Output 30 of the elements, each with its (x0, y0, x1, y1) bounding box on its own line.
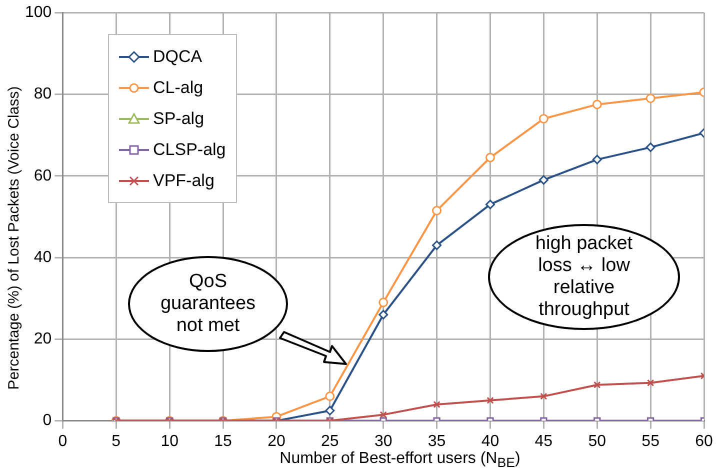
x-tick-label: 60 (695, 432, 713, 450)
legend-label: CL-alg (153, 77, 204, 99)
x-tick-label: 20 (268, 432, 286, 450)
annotation: high packet loss ↔ low relative throughput (534, 233, 634, 321)
x-tick-label: 35 (428, 432, 446, 450)
legend-label: SP-alg (153, 108, 204, 130)
y-tick-label: 0 (42, 412, 52, 430)
x-tick-label: 40 (481, 432, 500, 450)
x-tick-label: 10 (160, 432, 179, 450)
legend-label: VPF-alg (153, 170, 214, 192)
x-tick-label: 0 (58, 432, 68, 450)
x-axis-title: Number of Best-effort users (N$_{BE}$) (280, 450, 520, 470)
y-axis-title: Percentage (%) of Lost Packets (Voice Class) (6, 86, 22, 390)
legend-label: DQCA (153, 46, 202, 68)
ellipse-callout: high packet loss ↔ low relative throughput (488, 224, 680, 330)
y-tick-label: 40 (34, 248, 52, 266)
x-tick-label: 25 (321, 432, 339, 450)
legend-label: CLSP-alg (153, 139, 226, 161)
y-tick-label: 80 (34, 86, 52, 103)
x-tick-label: 15 (214, 432, 232, 450)
y-tick-label: 100 (24, 4, 52, 22)
annotation: QoS guarantees not met (159, 271, 257, 337)
x-tick-label: 55 (642, 432, 660, 450)
ellipse-callout: QoS guarantees not met (128, 256, 288, 352)
x-tick-label: 5 (112, 432, 121, 450)
y-tick-label: 60 (34, 167, 52, 184)
y-tick-label: 20 (34, 330, 52, 348)
x-tick-label: 50 (588, 432, 606, 450)
x-tick-label: 45 (534, 432, 553, 450)
x-tick-label: 30 (374, 432, 392, 450)
